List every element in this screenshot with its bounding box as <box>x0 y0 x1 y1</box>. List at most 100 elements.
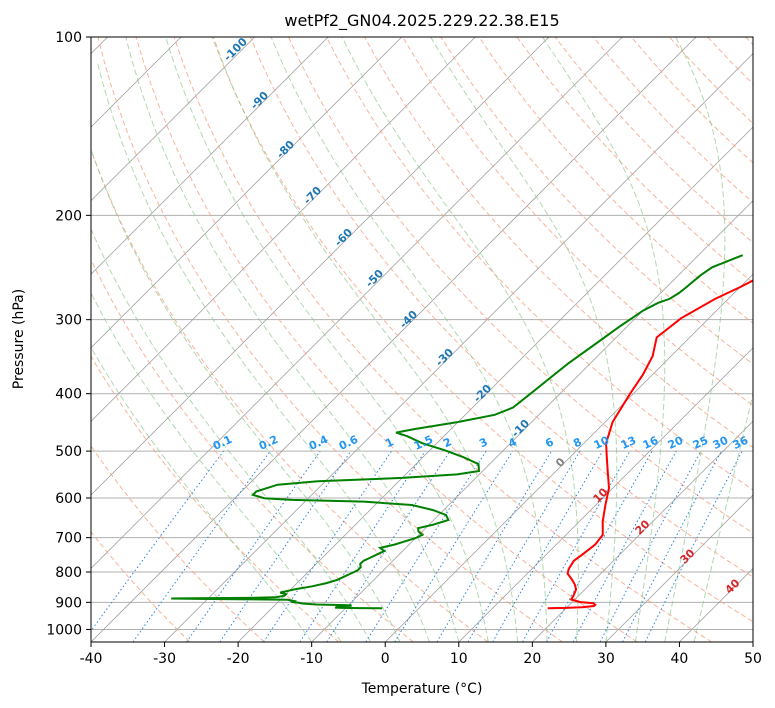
mixing-ratio-label: 36 <box>731 434 751 452</box>
mixing-ratio-lines <box>91 450 743 642</box>
mixing-ratio-line <box>622 450 722 642</box>
y-tick-label: 900 <box>55 595 82 611</box>
x-tick-label: 40 <box>671 651 689 667</box>
moist-adiabat-line <box>341 37 579 642</box>
dry-adiabat-line <box>211 37 753 623</box>
dry-adiabat-line <box>326 37 753 491</box>
isotherm-line <box>91 37 623 569</box>
isotherm-line <box>164 53 753 642</box>
mixing-ratio-label: 16 <box>641 434 661 452</box>
x-axis: -40 -30 -20 -10 0 10 20 30 40 50 <box>80 642 762 667</box>
y-tick-label: 300 <box>55 313 82 329</box>
x-tick-label: 20 <box>523 651 541 667</box>
moist-adiabat-line <box>91 227 371 642</box>
mixing-ratio-label: 13 <box>619 434 638 452</box>
chart-title: wetPf2_GN04.2025.229.22.38.E15 <box>284 11 559 31</box>
mixing-ratio-label: 20 <box>666 434 686 452</box>
mixing-ratio-line <box>186 450 321 642</box>
y-tick-label: 700 <box>55 531 82 547</box>
x-tick-label: 30 <box>597 651 615 667</box>
mixing-ratio-line <box>219 450 352 642</box>
mixing-ratio-line <box>299 450 426 642</box>
x-tick-label: -40 <box>80 651 103 667</box>
dry-adiabat-label: -30 <box>433 346 456 369</box>
isotherm-line <box>91 37 403 349</box>
isotherm-line <box>91 37 697 642</box>
line-labels: -100-90-80-70-60-50-40-30-20-10010203040… <box>211 35 751 597</box>
mixing-ratio-line <box>599 450 702 642</box>
temperature-series-line <box>547 279 753 610</box>
dry-adiabat-line <box>364 37 753 449</box>
dry-adiabat-label: 40 <box>723 576 743 596</box>
x-tick-label: 50 <box>744 651 762 667</box>
mixing-ratio-line <box>572 450 677 642</box>
isotherm-line <box>91 37 476 422</box>
dry-adiabat-line <box>478 37 753 324</box>
moist-adiabat-line <box>91 147 401 642</box>
profile-series <box>171 254 753 610</box>
dry-adiabat-line <box>707 37 753 85</box>
plot-area: -100-90-80-70-60-50-40-30-20-10010203040… <box>91 35 753 642</box>
moist-adiabat-line <box>91 291 342 642</box>
isotherm-line <box>384 273 753 642</box>
mixing-ratio-label: 0.2 <box>257 433 280 453</box>
x-tick-label: -10 <box>300 651 323 667</box>
mixing-ratio-line <box>394 450 514 642</box>
moist-adiabat-line <box>96 61 430 642</box>
mixing-ratio-label: 1 <box>383 435 395 450</box>
x-tick-label: -20 <box>227 651 250 667</box>
mixing-ratio-line <box>546 450 653 642</box>
mixing-ratio-label: 2 <box>441 435 453 450</box>
dry-adiabat-line <box>91 258 414 642</box>
y-tick-label: 600 <box>55 491 82 507</box>
isotherm-line <box>458 347 753 642</box>
dry-adiabat-label: -70 <box>301 184 324 207</box>
moist-adiabat-line <box>91 346 313 642</box>
y-tick-label: 800 <box>55 565 82 581</box>
dry-adiabat-line <box>249 37 753 578</box>
x-axis-title: Temperature (°C) <box>361 681 483 697</box>
mixing-ratio-label: 6 <box>543 435 556 450</box>
plot-frame <box>90 36 754 643</box>
dry-adiabat-label: -40 <box>397 308 420 331</box>
mixing-ratio-label: 0.4 <box>307 433 330 453</box>
isotherm-line <box>752 641 753 642</box>
pressure-gridlines <box>91 37 753 630</box>
mixing-ratio-line <box>467 450 581 642</box>
dry-adiabat-line <box>135 37 638 642</box>
dry-adiabat-line <box>91 148 489 642</box>
isotherm-line <box>91 37 255 202</box>
isotherm-line <box>237 126 753 642</box>
moist-adiabat-line <box>542 37 666 642</box>
moist-adiabat-line <box>693 391 753 642</box>
y-tick-label: 500 <box>55 444 82 460</box>
moist-adiabat-line <box>213 37 519 642</box>
dry-adiabat-line <box>440 37 753 365</box>
moist-adiabat-line <box>270 37 548 642</box>
dry-adiabat-line <box>173 37 713 642</box>
isotherm-line <box>91 37 329 275</box>
y-axis-title: Pressure (hPa) <box>11 289 27 389</box>
dry-adiabat-label: -60 <box>332 226 355 249</box>
mixing-ratio-line <box>263 450 392 642</box>
dry-adiabat-label: -80 <box>274 138 297 161</box>
dry-adiabat-label: -100 <box>221 35 250 64</box>
mixing-ratio-line <box>644 450 743 642</box>
y-tick-label: 200 <box>55 208 82 224</box>
mixing-ratio-line <box>326 450 451 642</box>
isotherm-line <box>679 567 753 642</box>
x-tick-label: 10 <box>450 651 468 667</box>
dry-adiabat-label: -50 <box>363 267 386 290</box>
isotherm-line <box>532 420 753 642</box>
mixing-ratio-label: 0.1 <box>211 433 234 453</box>
y-tick-label: 100 <box>55 30 82 46</box>
mixing-ratio-label: 1.5 <box>412 433 435 453</box>
dry-adiabat-line <box>91 531 191 642</box>
mixing-ratio-label: 3 <box>477 435 489 450</box>
mixing-ratio-line <box>436 450 552 642</box>
dewpoint-series-line <box>171 254 743 610</box>
x-tick-label: -30 <box>153 651 176 667</box>
y-tick-label: 400 <box>55 387 82 403</box>
moist-adiabat-line <box>165 37 489 642</box>
